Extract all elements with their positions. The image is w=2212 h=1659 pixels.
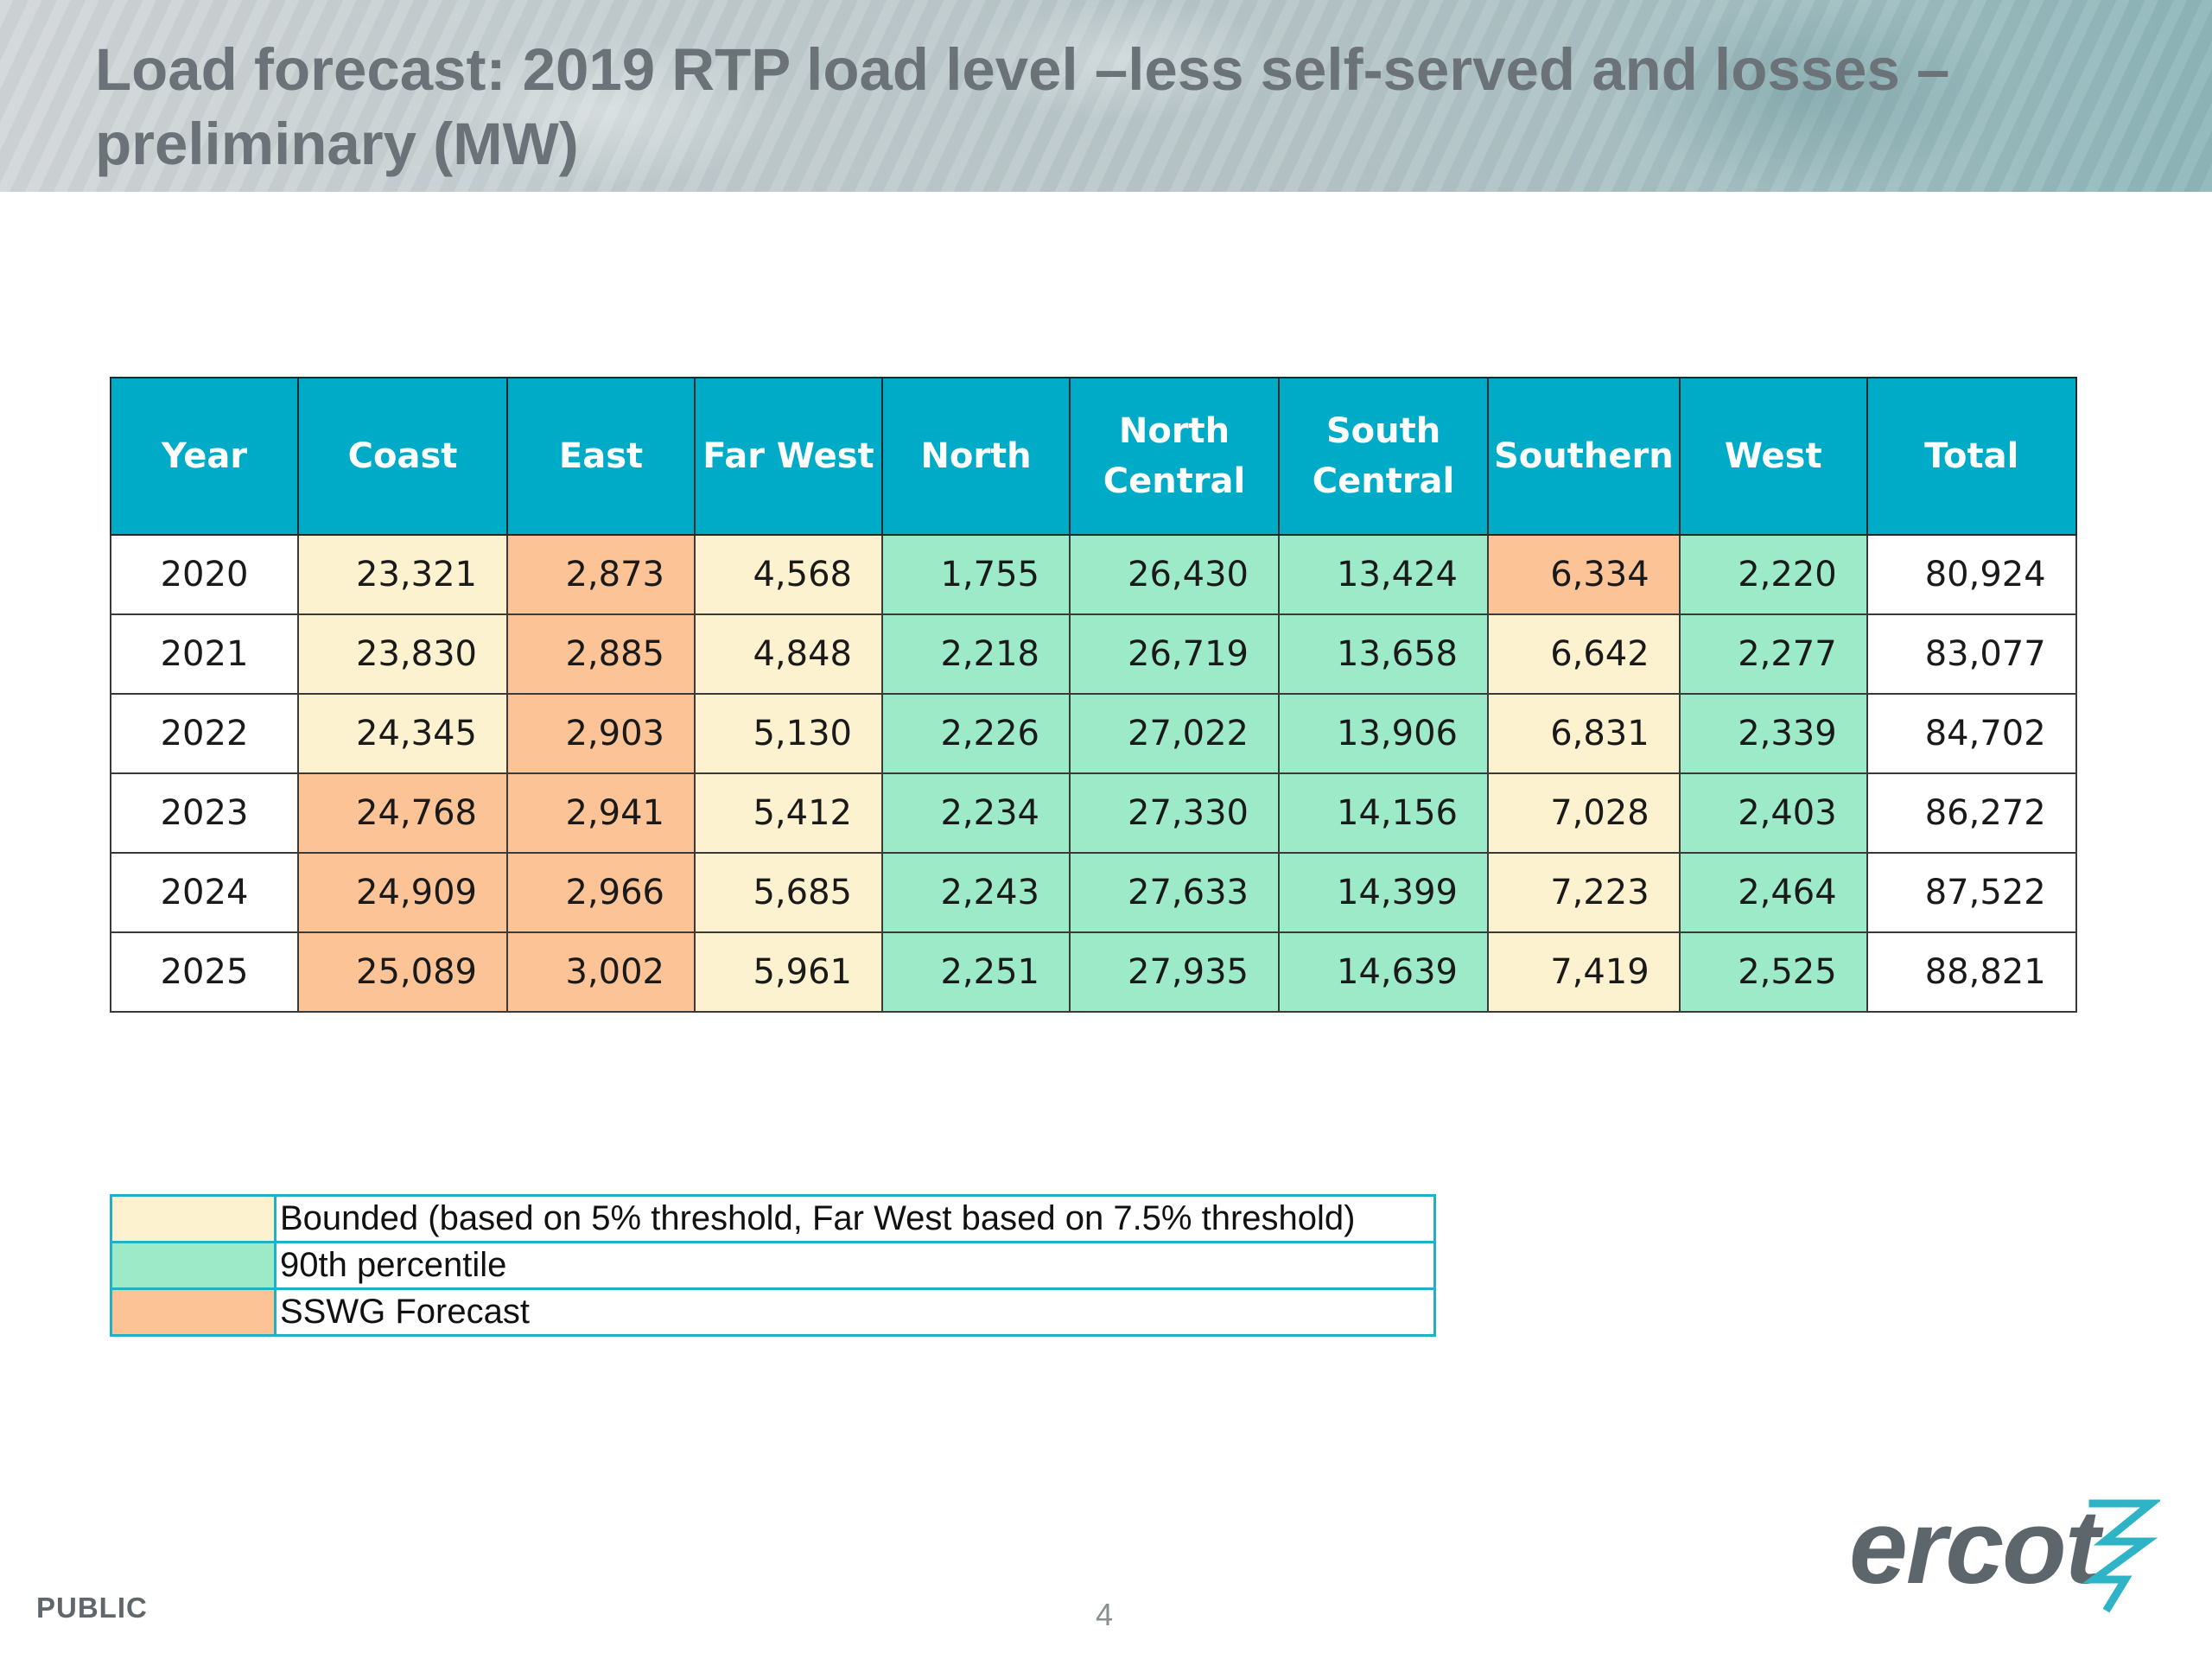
banner-background-image [0,0,2212,192]
year-cell: 2022 [110,693,299,774]
legend-row-sswg-forecast: SSWG Forecast [110,1287,1436,1337]
table-row: 2024 24,909 2,966 5,685 2,243 27,633 14,… [110,852,2077,933]
data-cell: 2,226 [881,693,1071,774]
column-header-north: North [881,377,1071,536]
legend-label-bounded: Bounded (based on 5% threshold, Far West… [274,1194,1436,1243]
column-header-total: Total [1866,377,2077,536]
load-forecast-table: Year Coast East Far West North North Cen… [110,377,2077,1013]
data-cell: 6,642 [1487,613,1681,695]
data-cell: 3,002 [506,931,696,1013]
total-cell: 86,272 [1866,772,2077,854]
year-cell: 2021 [110,613,299,695]
legend-row-bounded: Bounded (based on 5% threshold, Far West… [110,1194,1436,1243]
data-cell: 13,424 [1278,534,1489,615]
data-cell: 27,330 [1069,772,1280,854]
legend-label-sswg-forecast: SSWG Forecast [274,1287,1436,1337]
data-cell: 1,755 [881,534,1071,615]
total-cell: 87,522 [1866,852,2077,933]
ercot-lightning-icon [2082,1499,2160,1613]
table-row: 2021 23,830 2,885 4,848 2,218 26,719 13,… [110,613,2077,695]
page-number: 4 [1096,1597,1114,1632]
data-cell: 6,334 [1487,534,1681,615]
column-header-coast: Coast [297,377,508,536]
data-cell: 27,633 [1069,852,1280,933]
data-cell: 5,685 [694,852,883,933]
data-cell: 2,277 [1678,613,1868,695]
data-cell: 2,885 [506,613,696,695]
table-row: 2023 24,768 2,941 5,412 2,234 27,330 14,… [110,772,2077,854]
legend-row-90th-percentile: 90th percentile [110,1241,1436,1290]
year-cell: 2024 [110,852,299,933]
data-cell: 2,339 [1678,693,1868,774]
data-cell: 5,130 [694,693,883,774]
data-cell: 2,220 [1678,534,1868,615]
slide-title: Load forecast: 2019 RTP load level –less… [95,36,1950,177]
ercot-logo: ercot [1849,1486,2169,1616]
data-cell: 26,430 [1069,534,1280,615]
total-cell: 83,077 [1866,613,2077,695]
table-row: 2025 25,089 3,002 5,961 2,251 27,935 14,… [110,931,2077,1013]
legend-label-90th-percentile: 90th percentile [274,1241,1436,1290]
total-cell: 80,924 [1866,534,2077,615]
data-cell: 2,243 [881,852,1071,933]
classification-label: PUBLIC [36,1592,148,1624]
data-cell: 24,909 [297,852,508,933]
data-cell: 26,719 [1069,613,1280,695]
column-header-far-west: Far West [694,377,883,536]
data-cell: 2,403 [1678,772,1868,854]
column-header-west: West [1678,377,1868,536]
data-cell: 24,768 [297,772,508,854]
column-header-year: Year [110,377,299,536]
data-cell: 14,156 [1278,772,1489,854]
legend-swatch-90th-percentile [110,1241,276,1290]
data-cell: 2,966 [506,852,696,933]
legend-swatch-sswg-forecast [110,1287,276,1337]
column-header-south-central: South Central [1278,377,1489,536]
data-cell: 2,903 [506,693,696,774]
data-cell: 14,399 [1278,852,1489,933]
data-cell: 7,223 [1487,852,1681,933]
column-header-east: East [506,377,696,536]
data-cell: 7,419 [1487,931,1681,1013]
data-cell: 27,022 [1069,693,1280,774]
data-cell: 24,345 [297,693,508,774]
year-cell: 2020 [110,534,299,615]
table-header-row: Year Coast East Far West North North Cen… [110,377,2077,536]
data-cell: 13,906 [1278,693,1489,774]
data-cell: 6,831 [1487,693,1681,774]
data-cell: 27,935 [1069,931,1280,1013]
year-cell: 2023 [110,772,299,854]
data-cell: 4,848 [694,613,883,695]
data-cell: 23,830 [297,613,508,695]
year-cell: 2025 [110,931,299,1013]
data-cell: 23,321 [297,534,508,615]
data-cell: 4,568 [694,534,883,615]
data-cell: 5,412 [694,772,883,854]
column-header-southern: Southern [1487,377,1681,536]
data-cell: 2,525 [1678,931,1868,1013]
data-cell: 2,234 [881,772,1071,854]
data-cell: 2,464 [1678,852,1868,933]
data-cell: 2,941 [506,772,696,854]
data-cell: 5,961 [694,931,883,1013]
title-banner: Load forecast: 2019 RTP load level –less… [0,0,2212,192]
data-cell: 25,089 [297,931,508,1013]
table-body: 2020 23,321 2,873 4,568 1,755 26,430 13,… [110,534,2077,1013]
data-cell: 2,251 [881,931,1071,1013]
data-cell: 14,639 [1278,931,1489,1013]
column-header-north-central: North Central [1069,377,1280,536]
table-row: 2022 24,345 2,903 5,130 2,226 27,022 13,… [110,693,2077,774]
total-cell: 88,821 [1866,931,2077,1013]
total-cell: 84,702 [1866,693,2077,774]
data-cell: 13,658 [1278,613,1489,695]
data-cell: 2,873 [506,534,696,615]
legend-swatch-bounded [110,1194,276,1243]
color-legend: Bounded (based on 5% threshold, Far West… [110,1194,1436,1337]
table-row: 2020 23,321 2,873 4,568 1,755 26,430 13,… [110,534,2077,615]
data-cell: 2,218 [881,613,1071,695]
logo-wordmark: ercot [1849,1488,2100,1605]
data-cell: 7,028 [1487,772,1681,854]
